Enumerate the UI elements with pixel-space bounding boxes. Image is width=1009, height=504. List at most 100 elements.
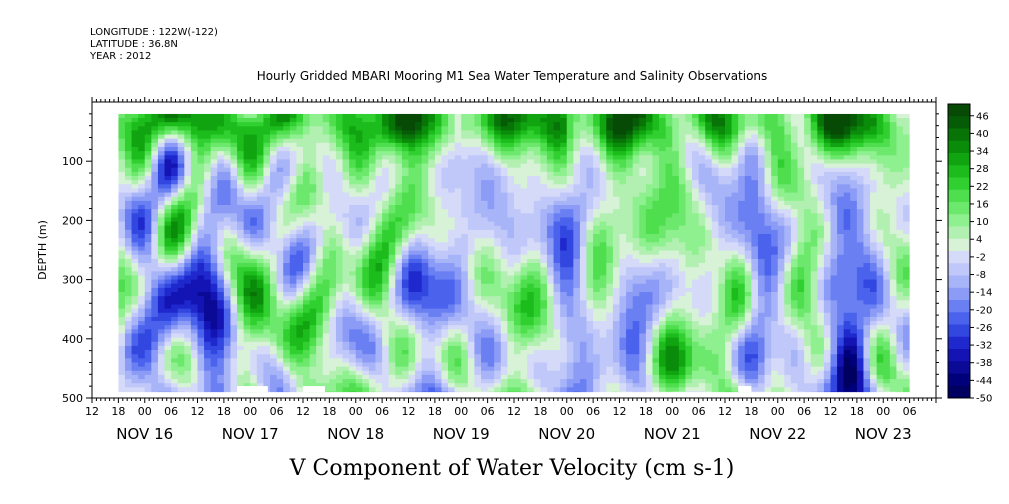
heatmap-cell [204, 279, 212, 285]
heatmap-cell [177, 188, 185, 193]
heatmap-cell [210, 130, 218, 135]
heatmap-cell [276, 350, 284, 355]
heatmap-cell [527, 337, 535, 343]
heatmap-cell [514, 142, 521, 148]
heatmap-cell [250, 242, 258, 247]
heatmap-cell [494, 296, 502, 301]
heatmap-cell [593, 209, 601, 214]
heatmap-cell [481, 354, 489, 359]
heatmap-cell [500, 254, 508, 260]
heatmap-cell [500, 234, 508, 239]
heatmap-cell [514, 192, 521, 198]
heatmap-cell [118, 171, 126, 177]
heatmap-cell [144, 196, 152, 202]
heatmap-cell [223, 163, 231, 169]
heatmap-cell [131, 254, 139, 260]
heatmap-cell [289, 180, 297, 185]
heatmap-cell [362, 113, 370, 119]
heatmap-cell [303, 188, 310, 193]
heatmap-cell [355, 130, 363, 135]
heatmap-cell [263, 246, 271, 251]
heatmap-cell [540, 258, 548, 264]
heatmap-cell [368, 250, 376, 256]
heatmap-cell [303, 167, 310, 173]
heatmap-cell [342, 379, 350, 384]
heatmap-cell [190, 263, 198, 268]
heatmap-cell [349, 213, 357, 218]
heatmap-cell [474, 155, 482, 160]
heatmap-cell [144, 130, 152, 135]
heatmap-cell [342, 292, 350, 297]
latitude-label: LATITUDE : 36.8N [90, 39, 178, 50]
heatmap-cell [408, 283, 416, 289]
heatmap-cell [177, 126, 185, 131]
heatmap-cell [362, 205, 370, 210]
heatmap-cell [276, 312, 284, 318]
heatmap-cell [593, 271, 601, 276]
heatmap-cell [415, 341, 423, 347]
heatmap-cell [586, 345, 594, 351]
heatmap-cell [349, 167, 357, 173]
heatmap-cell [434, 341, 442, 347]
heatmap-cell [335, 138, 343, 144]
heatmap-cell [329, 391, 337, 393]
heatmap-cell [210, 238, 218, 243]
heatmap-cell [335, 391, 343, 393]
heatmap-cell [138, 263, 146, 268]
heatmap-cell [217, 205, 225, 210]
heatmap-cell [296, 171, 304, 177]
heatmap-cell [415, 321, 423, 326]
heatmap-cell [230, 391, 238, 393]
heatmap-cell [177, 180, 185, 185]
heatmap-cell [276, 250, 284, 256]
heatmap-cell [256, 292, 264, 297]
heatmap-cell [138, 325, 146, 330]
heatmap-cell [355, 117, 363, 123]
heatmap-cell [560, 333, 568, 339]
heatmap-cell [124, 374, 132, 380]
heatmap-cell [514, 146, 521, 152]
heatmap-cell [560, 192, 568, 198]
heatmap-cell [144, 117, 152, 123]
heatmap-cell [329, 287, 337, 293]
heatmap-cell [243, 176, 251, 181]
heatmap-cell [276, 370, 284, 376]
heatmap-cell [395, 362, 403, 368]
heatmap-cell [131, 142, 139, 148]
heatmap-cell [408, 138, 416, 144]
heatmap-cell [210, 374, 218, 380]
heatmap-cell [303, 180, 310, 185]
heatmap-cell [217, 333, 225, 339]
heatmap-cell [408, 246, 416, 251]
heatmap-cell [368, 287, 376, 293]
heatmap-cell [283, 217, 291, 222]
heatmap-cell [461, 188, 469, 193]
heatmap-cell [487, 138, 495, 144]
heatmap-cell [355, 362, 363, 368]
heatmap-cell [415, 217, 423, 222]
heatmap-cell [144, 345, 152, 351]
heatmap-cell [217, 258, 225, 264]
heatmap-cell [401, 275, 409, 280]
heatmap-cell [283, 370, 291, 376]
heatmap-cell [421, 188, 429, 193]
heatmap-cell [144, 238, 152, 243]
heatmap-cell [461, 192, 469, 198]
heatmap-cell [230, 122, 238, 127]
heatmap-cell [520, 321, 528, 326]
heatmap-cell [487, 188, 495, 193]
heatmap-cell [368, 267, 376, 272]
heatmap-cell [566, 122, 574, 127]
heatmap-cell [243, 267, 251, 272]
heatmap-cell [382, 292, 390, 297]
heatmap-cell [263, 159, 271, 164]
heatmap-cell [441, 229, 449, 235]
heatmap-cell [237, 117, 245, 123]
heatmap-cell [283, 333, 291, 339]
heatmap-cell [362, 213, 370, 218]
heatmap-cell [467, 379, 475, 384]
heatmap-cell [481, 126, 489, 131]
heatmap-cell [210, 155, 218, 160]
heatmap-cell [263, 155, 271, 160]
heatmap-cell [335, 275, 343, 280]
